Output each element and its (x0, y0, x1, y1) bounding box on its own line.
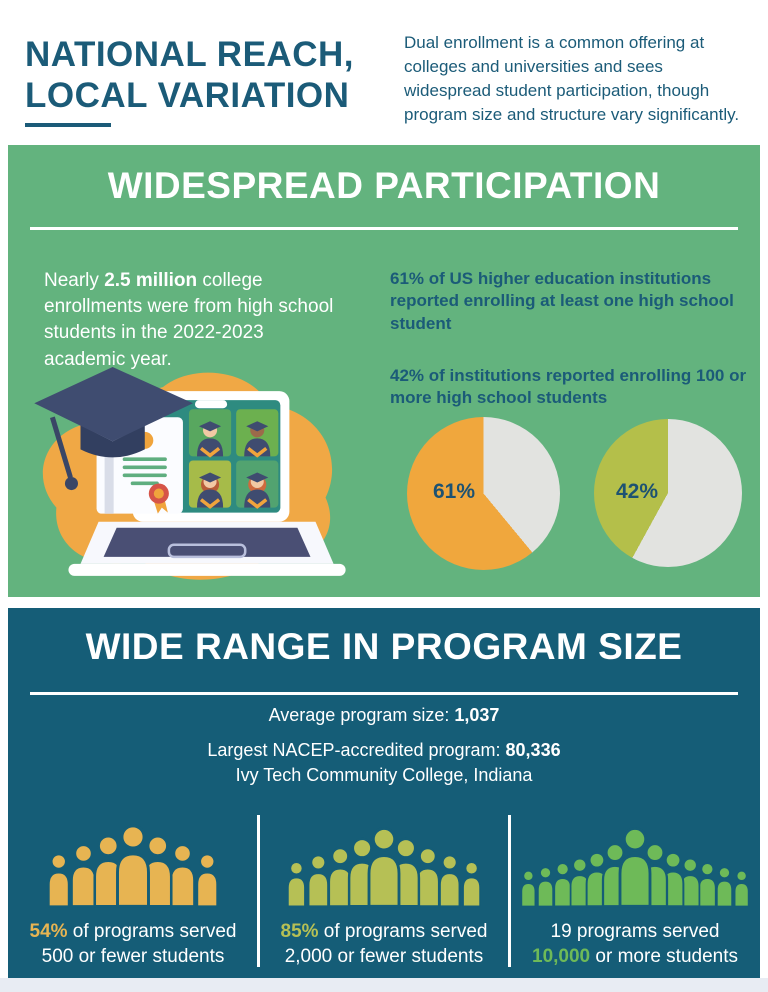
largest-program: Largest NACEP-accredited program: 80,336 (207, 740, 561, 760)
pie-label: 61% (433, 480, 476, 503)
page-title-line2: LOCAL VARIATION (25, 76, 350, 116)
heading-rule (30, 692, 738, 695)
video-call-grid-icon (188, 409, 279, 509)
pie-chart-42: 42% (594, 419, 742, 567)
column-divider (508, 815, 511, 967)
page-title-line1: NATIONAL REACH, (25, 35, 354, 75)
laptop-graduation-illustration (34, 367, 346, 580)
program-col-500: 54% of programs served 500 or fewer stud… (8, 811, 258, 970)
col-caption: 54% of programs served 500 or fewer stud… (29, 921, 237, 968)
crowd-icon-large (520, 827, 750, 908)
participation-heading: WIDESPREAD PARTICIPATION (107, 165, 661, 206)
graduation-cap-icon (34, 367, 193, 491)
heading-rule (30, 227, 738, 230)
section-program-size: WIDE RANGE IN PROGRAM SIZE Average progr… (8, 608, 760, 978)
enrollment-stat: Nearly 2.5 million college enrollments w… (44, 270, 334, 370)
crowd-icon-medium (287, 827, 481, 908)
col-caption: 85% of programs served 2,000 or fewer st… (280, 921, 488, 968)
intro-text: Dual enrollment is a common offering at … (404, 33, 740, 125)
institution-stat-42: 42% of institutions reported enrolling 1… (390, 366, 747, 408)
pie-chart-61: 61% (407, 417, 560, 570)
program-col-2000: 85% of programs served 2,000 or fewer st… (259, 811, 509, 970)
crowd-icon-small (47, 824, 219, 908)
col-caption: 19 programs served 10,000 or more studen… (532, 921, 738, 968)
title-dash (25, 123, 111, 127)
footer-strip (0, 978, 768, 992)
program-size-columns: 54% of programs served 500 or fewer stud… (8, 811, 760, 971)
pie-label: 42% (616, 480, 659, 503)
page-title: NATIONAL REACH, LOCAL VARIATION (25, 35, 354, 117)
largest-program-institution: Ivy Tech Community College, Indiana (235, 765, 533, 785)
program-size-heading: WIDE RANGE IN PROGRAM SIZE (85, 626, 683, 667)
average-program-size: Average program size: 1,037 (268, 705, 500, 725)
column-divider (257, 815, 260, 967)
institution-stat-61: 61% of US higher education institutions … (390, 269, 734, 333)
program-col-10000: 19 programs served 10,000 or more studen… (510, 811, 760, 970)
section-participation: WIDESPREAD PARTICIPATION Nearly 2.5 mill… (8, 145, 760, 597)
